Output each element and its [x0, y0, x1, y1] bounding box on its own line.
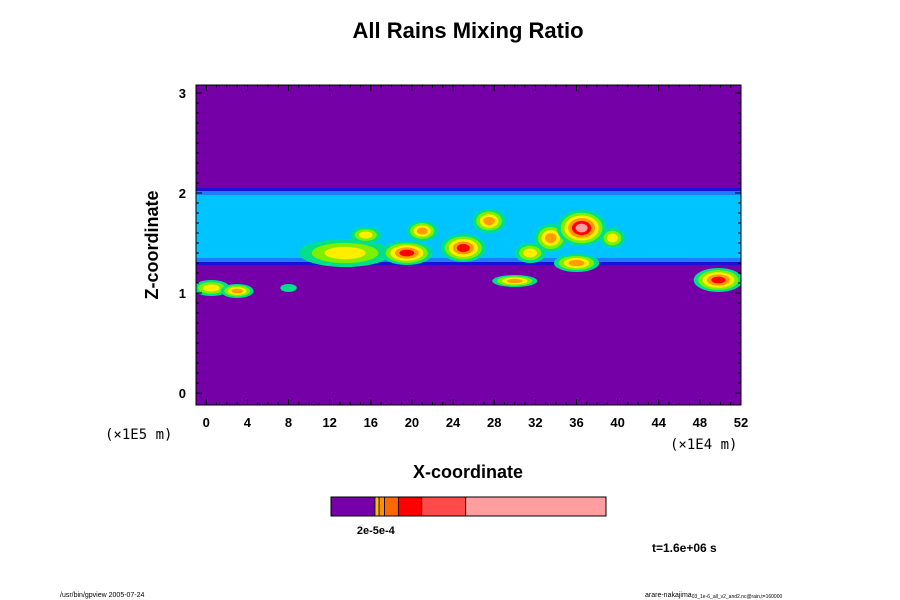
rain-blob	[440, 234, 486, 262]
colorbar-segment	[374, 496, 380, 517]
blob-ring	[575, 223, 588, 233]
y-axis-unit: (×1E5 m)	[105, 427, 172, 443]
colorbar	[330, 496, 607, 517]
blob-ring	[280, 284, 297, 292]
footer-right: arare-nakajima03_1e-6_all_v2_and2.nc@rai…	[645, 592, 782, 600]
x-tick-label: 12	[322, 415, 336, 430]
footer-right-sub: 03_1e-6_all_v2_and2.nc@rain,t=160000	[692, 594, 783, 600]
colorbar-segment	[397, 496, 423, 517]
blob-ring	[506, 278, 523, 284]
y-axis: 0 1 2 3	[179, 86, 741, 401]
x-tick-label: 4	[244, 415, 252, 430]
rain-blob	[600, 228, 625, 248]
y-tick-label: 0	[179, 386, 186, 401]
x-tick-label: 44	[652, 415, 667, 430]
x-tick-label: 40	[610, 415, 624, 430]
colorbar-label: 2e-5e-4	[357, 525, 396, 537]
x-tick-label: 36	[569, 415, 583, 430]
y-tick-label: 1	[179, 286, 186, 301]
x-tick-label: 28	[487, 415, 501, 430]
rain-blob	[280, 284, 297, 292]
colorbar-segment	[421, 496, 467, 517]
x-tick-label: 20	[405, 415, 419, 430]
blob-ring	[399, 249, 415, 257]
blob-ring	[483, 216, 495, 226]
x-axis-title: X-coordinate	[413, 462, 523, 482]
y-axis-title: Z-coordinate	[142, 190, 162, 299]
x-tick-label: 24	[446, 415, 461, 430]
rain-blob	[693, 268, 741, 292]
rain-blob	[492, 275, 538, 287]
colorbar-segment	[378, 496, 386, 517]
colorbar-segment	[330, 496, 376, 517]
x-tick-label: 48	[693, 415, 707, 430]
plot-frame	[195, 84, 742, 406]
blob-ring	[324, 246, 366, 260]
blob-ring	[568, 259, 585, 267]
footer-right-main: arare-nakajima	[645, 592, 692, 599]
footer-left: /usr/bin/gpview 2005-07-24	[60, 592, 145, 599]
rain-blob	[220, 284, 254, 298]
chart-title: All Rains Mixing Ratio	[352, 18, 583, 43]
x-axis: 0 4 8 12 16 20 24 28 32 36 40 44 48 52	[203, 85, 748, 430]
colorbar-segment	[465, 496, 607, 517]
blob-ring	[203, 284, 220, 292]
time-label: t=1.6e+06 s	[652, 541, 717, 555]
plot-area	[196, 85, 741, 405]
colorbar-labels: 2e-5e-4	[357, 525, 396, 537]
rain-blob	[350, 227, 382, 243]
rain-blob	[298, 239, 392, 267]
colorbar-segment	[384, 496, 399, 517]
x-tick-label: 52	[734, 415, 748, 430]
x-tick-label: 32	[528, 415, 542, 430]
rain-blob	[553, 254, 600, 272]
rain-layer	[196, 188, 741, 265]
x-tick-label: 16	[364, 415, 378, 430]
rain-blobs	[196, 209, 741, 298]
blob-ring	[456, 244, 470, 252]
x-axis-unit: (×1E4 m)	[670, 437, 737, 453]
blob-ring	[358, 231, 373, 239]
colorbar-frame	[330, 496, 607, 517]
blob-ring	[523, 248, 538, 258]
x-tick-label: 0	[203, 415, 210, 430]
x-tick-label: 8	[285, 415, 292, 430]
blob-ring	[416, 227, 428, 235]
rain-blob	[406, 221, 438, 241]
rain-blob	[472, 209, 506, 233]
rain-blob	[556, 210, 607, 246]
blob-ring	[606, 233, 618, 243]
blob-ring	[711, 276, 726, 284]
y-tick-label: 2	[179, 186, 186, 201]
blob-ring	[545, 233, 557, 243]
blob-ring	[231, 288, 243, 294]
y-tick-label: 3	[179, 86, 186, 101]
rain-blob	[514, 243, 546, 263]
rain-blob	[381, 241, 433, 265]
